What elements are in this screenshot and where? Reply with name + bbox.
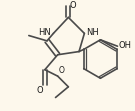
Text: O: O — [59, 66, 65, 75]
Text: O: O — [70, 1, 77, 10]
Text: OH: OH — [119, 41, 132, 50]
Text: O: O — [36, 86, 43, 95]
Text: HN: HN — [38, 28, 51, 37]
Text: NH: NH — [86, 28, 99, 37]
